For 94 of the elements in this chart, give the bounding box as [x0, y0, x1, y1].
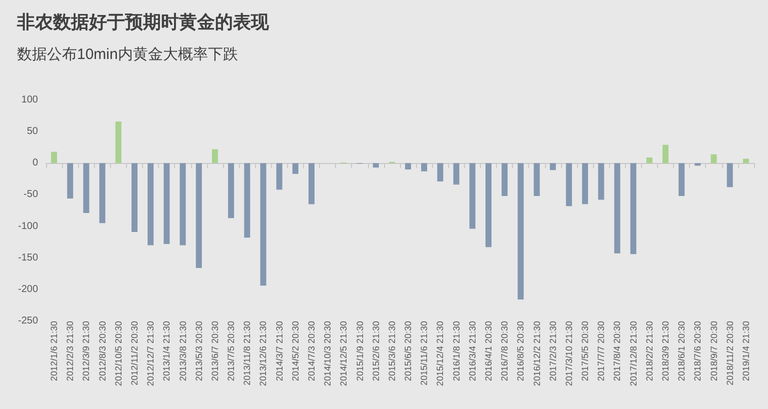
x-tick-label: 2012/10/5 20:30 [113, 321, 124, 386]
x-tick-label: 2016/4/1 20:30 [484, 321, 494, 382]
x-tick-label: 2013/12/6 21:30 [258, 321, 268, 386]
bar [99, 163, 106, 224]
bar [372, 163, 379, 168]
x-tick-label: 2013/6/7 20:30 [210, 321, 220, 382]
x-tick-label: 2012/3/9 21:30 [81, 321, 92, 382]
x-tick-label: 2014/7/3 20:30 [306, 321, 316, 382]
bar [164, 163, 170, 244]
bar [308, 163, 314, 204]
x-tick-label: 2014/10/3 20:30 [322, 321, 333, 386]
x-tick-label: 2015/6/5 20:30 [403, 321, 414, 382]
x-tick-label: 2013/7/5 20:30 [226, 321, 236, 382]
bar [67, 163, 74, 199]
x-tick-label: 2014/3/7 21:30 [274, 321, 284, 382]
bar [180, 163, 186, 246]
x-tick-label: 2015/1/9 21:30 [354, 321, 365, 382]
x-tick-label: 2012/8/3 20:30 [97, 321, 108, 382]
bar [726, 163, 733, 188]
bar [132, 163, 138, 232]
bar [486, 163, 492, 248]
x-tick-label: 2012/12/7 21:30 [146, 321, 156, 386]
bar [582, 163, 588, 204]
x-tick-label: 2017/8/4 20:30 [612, 321, 622, 382]
x-tick-label: 2018/9/7 20:30 [708, 321, 719, 382]
x-tick-label: 2016/3/4 21:30 [467, 321, 478, 382]
bar [630, 163, 636, 254]
x-tick-label: 2017/7/7 20:30 [596, 321, 606, 382]
bar [694, 163, 701, 166]
bar [710, 154, 717, 164]
bar [405, 163, 412, 170]
y-tick-label: 50 [26, 126, 38, 138]
x-tick-label: 2013/1/4 21:30 [162, 321, 172, 382]
bar [678, 163, 685, 196]
bar [212, 149, 218, 164]
x-tick-label: 2018/11/2 20:30 [724, 321, 735, 386]
bar [502, 163, 508, 196]
x-tick-label: 2013/3/8 21:30 [178, 321, 188, 382]
chart-title: 非农数据好于预期时黄金的表现 [16, 12, 270, 32]
y-tick-label: 0 [32, 158, 38, 169]
y-tick-label: -250 [18, 316, 38, 326]
x-tick-label: 2017/5/5 20:30 [580, 321, 590, 382]
x-tick-label: 2015/11/6 21:30 [419, 321, 430, 386]
bar [646, 157, 652, 164]
x-tick-label: 2014/12/5 21:30 [338, 321, 349, 386]
bar [292, 163, 298, 174]
bar [115, 121, 122, 164]
bar [742, 158, 749, 164]
x-tick-label: 2016/1/8 21:30 [451, 321, 462, 382]
bar [662, 144, 668, 164]
bar [276, 163, 282, 190]
x-tick-label: 2018/7/6 20:30 [692, 321, 703, 382]
bar [437, 163, 444, 182]
x-tick-label: 2017/2/3 21:30 [548, 321, 558, 382]
x-tick-label: 2015/12/4 21:30 [435, 321, 446, 386]
bar [550, 163, 556, 170]
bar [566, 163, 572, 206]
bar [518, 163, 524, 300]
y-tick-label: 100 [21, 94, 38, 106]
x-tick-label: 2012/1/6 21:30 [49, 321, 60, 382]
bar [83, 163, 90, 214]
bar [469, 163, 476, 229]
x-tick-label: 2018/6/1 20:30 [676, 321, 687, 382]
bar [614, 163, 620, 254]
x-tick-label: 2017/12/8 21:30 [628, 321, 638, 386]
x-tick-label: 2012/2/3 21:30 [65, 321, 76, 382]
x-tick-label: 2018/2/2 21:30 [644, 321, 654, 382]
x-tick-label: 2015/3/6 21:30 [386, 321, 397, 382]
y-tick-label: -50 [24, 189, 38, 200]
bar [598, 163, 604, 200]
x-tick-label: 2018/3/9 21:30 [660, 321, 670, 382]
bar [260, 163, 266, 286]
x-tick-label: 2017/3/10 21:30 [564, 321, 574, 386]
x-tick-label: 2013/5/3 20:30 [194, 321, 204, 382]
bar [453, 163, 460, 185]
y-tick-label: -150 [18, 252, 38, 264]
y-tick-label: -100 [18, 220, 38, 232]
x-tick-label: 2015/2/6 21:30 [370, 321, 381, 382]
x-tick-label: 2012/11/2 20:30 [130, 321, 140, 386]
x-tick-label: 2016/12/2 21:30 [532, 321, 542, 386]
x-tick-label: 2016/8/5 20:30 [516, 321, 526, 382]
x-tick-label: 2019/1/4 21:30 [740, 321, 751, 382]
y-tick-label: -200 [18, 284, 38, 295]
bar [244, 163, 250, 238]
bar [534, 163, 540, 196]
bar [148, 163, 154, 246]
bar [228, 163, 234, 218]
bar [196, 163, 202, 268]
bar [51, 152, 58, 164]
x-tick-label: 2014/5/2 20:30 [290, 321, 300, 382]
x-tick-label: 2016/7/8 20:30 [500, 321, 510, 382]
chart-subtitle: 数据公布10min内黄金大概率下跌 [17, 46, 238, 63]
x-tick-label: 2013/11/8 21:30 [242, 321, 252, 386]
bar [421, 163, 428, 172]
